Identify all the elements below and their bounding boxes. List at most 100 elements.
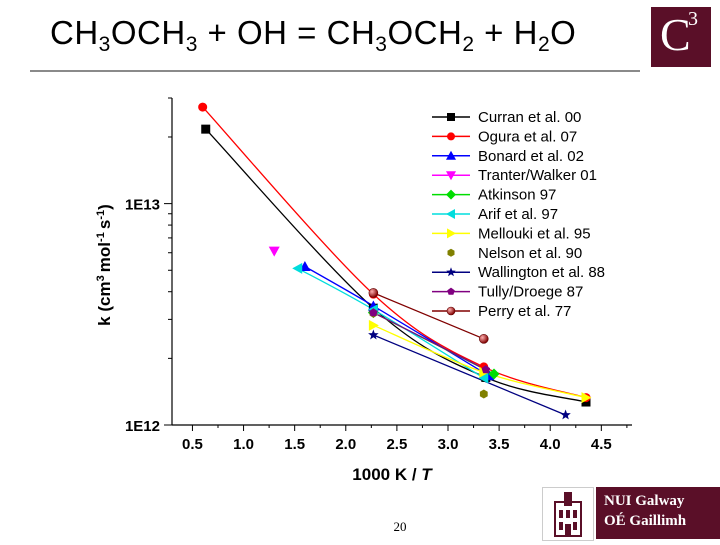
marker-circle	[198, 102, 208, 112]
y-axis-label-part: mol	[95, 242, 114, 272]
marker-triangle-up	[446, 150, 456, 160]
series-line	[202, 106, 587, 399]
legend-marker	[446, 306, 456, 316]
x-axis-label-text: 1000 K /	[352, 465, 421, 484]
legend-marker	[447, 287, 455, 295]
legend-label: Arif et al. 97	[478, 206, 558, 223]
legend-label: Bonard et al. 02	[478, 148, 584, 165]
title-subscript: 2	[462, 33, 475, 56]
title-rule	[30, 70, 640, 72]
university-name-band	[596, 487, 720, 539]
x-tick-label: 0.5	[182, 436, 203, 453]
x-tick-label: 1.5	[284, 436, 305, 453]
legend-label: Ogura et al. 07	[478, 128, 577, 145]
marker-square	[447, 113, 455, 121]
c3-logo: C 3	[651, 7, 711, 67]
marker-star	[446, 267, 456, 277]
legend-marker	[446, 189, 456, 200]
data-point	[292, 262, 303, 274]
nui-galway-logo: NUI Galway OÉ Gaillimh	[538, 485, 720, 541]
marker-star	[368, 329, 379, 340]
marker-pentagon	[369, 308, 378, 317]
marker-hexagon	[479, 389, 488, 399]
data-point	[488, 368, 500, 380]
title-subscript: 2	[537, 33, 551, 56]
title-subscript: 3	[185, 33, 198, 56]
legend-label: Perry et al. 77	[478, 303, 571, 320]
slide-title: CH3OCH3 + OH = CH3OCH2 + H2O	[50, 14, 576, 57]
title-subscript: 3	[98, 33, 111, 56]
series-line	[373, 324, 587, 399]
y-axis-label-part: s	[95, 220, 114, 229]
marker-triangle-down	[268, 246, 280, 257]
x-tick-label: 1.0	[233, 436, 254, 453]
marker-pentagon	[447, 287, 455, 295]
legend-marker	[446, 209, 455, 219]
y-axis-label-part: k	[95, 312, 114, 326]
data-point	[581, 392, 592, 404]
c3-logo-letter: C	[660, 9, 691, 60]
marker-sphere	[446, 306, 456, 316]
legend-marker	[446, 267, 456, 277]
data-point	[268, 246, 280, 257]
marker-star	[560, 409, 571, 420]
y-axis-label-part: (	[95, 306, 114, 312]
marker-circle	[447, 132, 455, 141]
data-point	[198, 102, 208, 112]
legend-label: Curran et al. 00	[478, 109, 581, 126]
legend-marker	[447, 248, 455, 257]
series-line	[373, 334, 566, 416]
title-text: OCH	[387, 14, 463, 51]
title-text: CH	[50, 14, 99, 51]
legend-label: Wallington et al. 88	[478, 264, 605, 281]
legend-label: Atkinson 97	[478, 187, 556, 204]
legend-label: Tully/Droege 87	[478, 284, 583, 301]
data-point	[481, 365, 491, 374]
series-line	[373, 312, 487, 371]
marker-triangle-down	[446, 171, 456, 181]
legend-marker	[447, 228, 456, 239]
marker-sphere	[368, 288, 379, 298]
series-line	[373, 292, 485, 340]
x-axis-label-variable: T	[421, 465, 433, 484]
y-axis-label-part: )	[95, 204, 114, 210]
data-point	[368, 329, 379, 340]
title-text: OCH	[110, 14, 186, 51]
university-crest-icon	[542, 487, 594, 541]
marker-triangle-left	[446, 209, 455, 219]
x-tick-label: 2.5	[386, 436, 407, 453]
y-axis-label-part: -1	[95, 210, 107, 220]
marker-sphere	[478, 334, 489, 344]
series-line	[304, 265, 490, 377]
marker-triangle-left	[292, 262, 303, 274]
data-point	[479, 389, 488, 399]
y-tick-label: 1E13	[125, 197, 160, 214]
title-subscript: 3	[375, 33, 388, 56]
university-name-english: NUI Galway	[604, 493, 685, 509]
y-tick-label: 1E12	[125, 418, 160, 435]
x-tick-label: 3.5	[489, 436, 510, 453]
legend-label: Tranter/Walker 01	[478, 167, 597, 184]
legend-marker	[447, 113, 455, 121]
data-point	[478, 372, 489, 384]
series-line	[205, 128, 587, 403]
y-axis-label-part: 3	[95, 272, 107, 281]
legend-label: Mellouki et al. 95	[478, 225, 591, 242]
marker-hexagon	[447, 248, 455, 257]
y-axis-label-part: cm	[95, 281, 114, 306]
legend-marker	[446, 150, 456, 160]
data-point	[369, 308, 378, 317]
data-point	[368, 319, 379, 331]
marker-triangle-right	[447, 228, 456, 239]
title-text: + OH = CH	[197, 14, 376, 51]
marker-diamond	[488, 368, 500, 380]
page-number: 20	[393, 519, 407, 534]
x-axis-label: 1000 K / T	[352, 465, 433, 484]
x-tick-label: 2.0	[335, 436, 356, 453]
title-text: O	[550, 14, 577, 51]
title-text: + H	[474, 14, 538, 51]
data-point	[560, 409, 571, 420]
legend-label: Nelson et al. 90	[478, 245, 582, 262]
data-point	[368, 288, 379, 298]
